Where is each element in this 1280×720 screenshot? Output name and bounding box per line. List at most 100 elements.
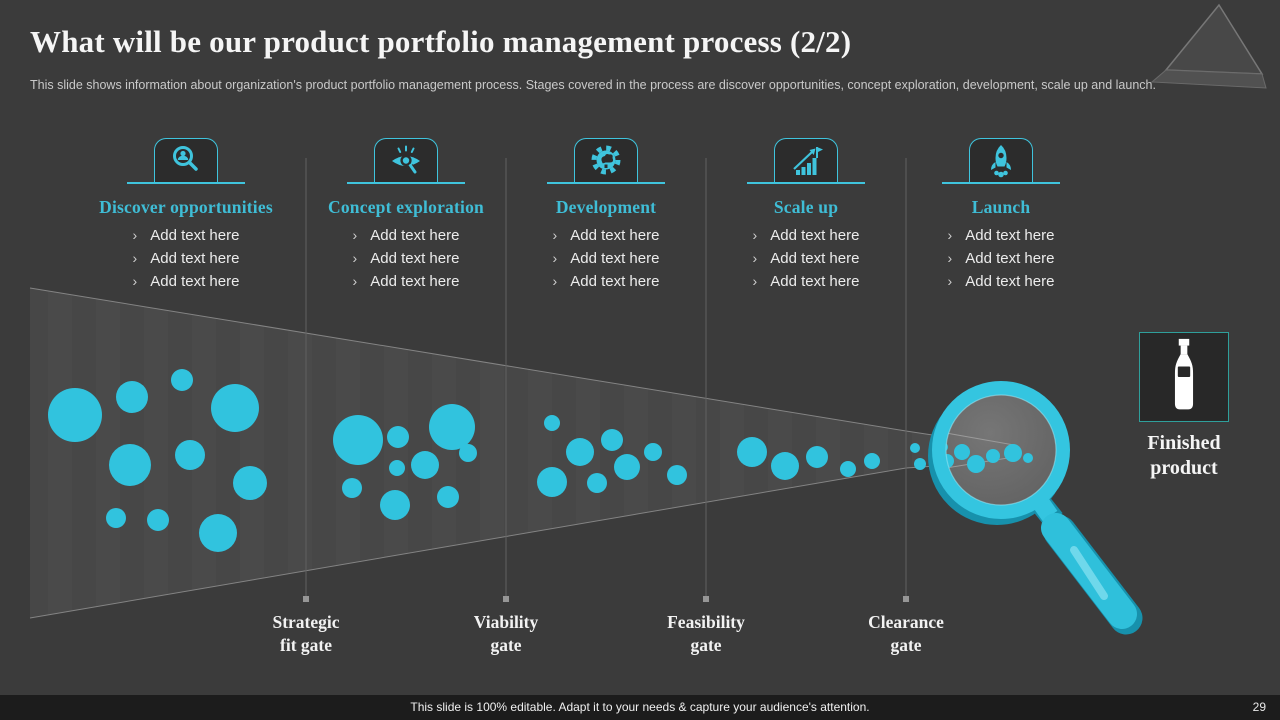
bullet-marker: › bbox=[132, 273, 138, 289]
bullet-marker: › bbox=[947, 273, 953, 289]
bullet-item: › Add text here bbox=[353, 224, 460, 247]
footer-bar: This slide is 100% editable. Adapt it to… bbox=[0, 695, 1280, 720]
gate-line2: gate bbox=[890, 635, 922, 655]
stage-title: Concept exploration bbox=[328, 197, 484, 217]
lens-bubbles bbox=[938, 442, 1033, 473]
stage-bullets: › Add text here › Add text here › Add text … bbox=[553, 224, 660, 293]
stage-title: Scale up bbox=[773, 197, 839, 217]
magnifier-illustration bbox=[928, 381, 1143, 635]
icon-underline bbox=[942, 182, 1060, 184]
icon-underline bbox=[747, 182, 865, 184]
logo-triangle bbox=[1150, 3, 1267, 89]
stage-bullets: › Add text here › Add text here › Add text … bbox=[948, 224, 1055, 293]
bullet-text: Add text here bbox=[770, 250, 860, 267]
bullet-item: › Add text here bbox=[948, 247, 1055, 270]
eye-search-icon bbox=[392, 145, 420, 173]
bullet-item: › Add text here bbox=[133, 224, 240, 247]
bullet-text: Add text here bbox=[770, 273, 860, 290]
bullet-item: › Add text here bbox=[753, 224, 860, 247]
stage-icon-box bbox=[774, 138, 838, 182]
growth-chart-flag-icon bbox=[793, 146, 823, 175]
gate-feasibility-label: Feasibility gate bbox=[651, 611, 761, 657]
stage-scale-up: Scale up › Add text here › Add text here ›… bbox=[706, 138, 906, 293]
gate-strategic-fit-label: Strategic fit gate bbox=[251, 611, 361, 657]
icon-underline bbox=[127, 182, 245, 184]
bullet-text: Add text here bbox=[370, 250, 460, 267]
bullet-marker: › bbox=[947, 227, 953, 243]
bullet-marker: › bbox=[352, 250, 358, 266]
bullet-text: Add text here bbox=[150, 273, 240, 290]
person-search-icon bbox=[173, 145, 198, 171]
bullet-text: Add text here bbox=[770, 227, 860, 244]
rocket-icon bbox=[991, 144, 1011, 177]
icon-underline bbox=[547, 182, 665, 184]
stage-icon-box bbox=[374, 138, 438, 182]
bullet-marker: › bbox=[352, 227, 358, 243]
icon-underline bbox=[347, 182, 465, 184]
bullet-item: › Add text here bbox=[553, 270, 660, 293]
gate-viability-label: Viability gate bbox=[451, 611, 561, 657]
stage-icon-box bbox=[969, 138, 1033, 182]
gate-line2: fit gate bbox=[280, 635, 332, 655]
stage-concept-exploration: Concept exploration › Add text here › Add … bbox=[306, 138, 506, 293]
stage-title: Development bbox=[555, 197, 657, 217]
bullet-marker: › bbox=[752, 273, 758, 289]
bullet-marker: › bbox=[352, 273, 358, 289]
bullet-marker: › bbox=[552, 227, 558, 243]
bullet-text: Add text here bbox=[570, 273, 660, 290]
bottle-icon bbox=[1174, 338, 1194, 410]
stage-title: Launch bbox=[971, 197, 1031, 217]
footer-note: This slide is 100% editable. Adapt it to… bbox=[410, 700, 870, 714]
bullet-text: Add text here bbox=[965, 250, 1055, 267]
stage-bullets: › Add text here › Add text here › Add text … bbox=[353, 224, 460, 293]
page-title: What will be our product portfolio manag… bbox=[30, 24, 852, 59]
bullet-item: › Add text here bbox=[948, 224, 1055, 247]
bullet-item: › Add text here bbox=[753, 270, 860, 293]
stage-icon-box bbox=[574, 138, 638, 182]
gate-connector-dots bbox=[303, 596, 909, 602]
bullet-text: Add text here bbox=[965, 273, 1055, 290]
gate-line1: Viability bbox=[473, 612, 539, 632]
gate-line1: Clearance bbox=[868, 612, 944, 632]
gear-brain-icon bbox=[591, 145, 621, 174]
gate-line2: gate bbox=[490, 635, 522, 655]
bullet-marker: › bbox=[132, 227, 138, 243]
bullet-text: Add text here bbox=[150, 250, 240, 267]
stage-title: Discover opportunities bbox=[99, 197, 273, 217]
stage-development: Development › Add text here › Add text her… bbox=[506, 138, 706, 293]
gate-line2: gate bbox=[690, 635, 722, 655]
bullet-item: › Add text here bbox=[133, 270, 240, 293]
slide-subtitle: This slide shows information about organ… bbox=[30, 78, 1156, 92]
bullet-text: Add text here bbox=[150, 227, 240, 244]
bullet-marker: › bbox=[752, 250, 758, 266]
bullet-item: › Add text here bbox=[553, 247, 660, 270]
idea-bubbles bbox=[48, 369, 926, 552]
funnel-shape bbox=[29, 287, 1013, 619]
gate-line1: Strategic bbox=[272, 612, 340, 632]
bullet-marker: › bbox=[552, 250, 558, 266]
stage-bullets: › Add text here › Add text here › Add text … bbox=[753, 224, 860, 293]
bullet-item: › Add text here bbox=[753, 247, 860, 270]
stage-icon-box bbox=[154, 138, 218, 182]
stage-discover-opportunities: Discover opportunities › Add text here › A… bbox=[86, 138, 286, 293]
bullet-item: › Add text here bbox=[948, 270, 1055, 293]
bullet-text: Add text here bbox=[570, 227, 660, 244]
bullet-marker: › bbox=[752, 227, 758, 243]
gate-clearance-label: Clearance gate bbox=[851, 611, 961, 657]
bullet-item: › Add text here bbox=[553, 224, 660, 247]
bullet-text: Add text here bbox=[370, 227, 460, 244]
bullet-item: › Add text here bbox=[353, 247, 460, 270]
bullet-text: Add text here bbox=[370, 273, 460, 290]
bullet-text: Add text here bbox=[965, 227, 1055, 244]
bullet-item: › Add text here bbox=[353, 270, 460, 293]
bullet-text: Add text here bbox=[570, 250, 660, 267]
bullet-marker: › bbox=[947, 250, 953, 266]
gate-line1: Feasibility bbox=[667, 612, 745, 632]
bullet-marker: › bbox=[132, 250, 138, 266]
stage-bullets: › Add text here › Add text here › Add text … bbox=[133, 224, 240, 293]
finished-product-label: Finished product bbox=[1147, 432, 1221, 479]
finished-product-box bbox=[1139, 332, 1229, 422]
bullet-item: › Add text here bbox=[133, 247, 240, 270]
